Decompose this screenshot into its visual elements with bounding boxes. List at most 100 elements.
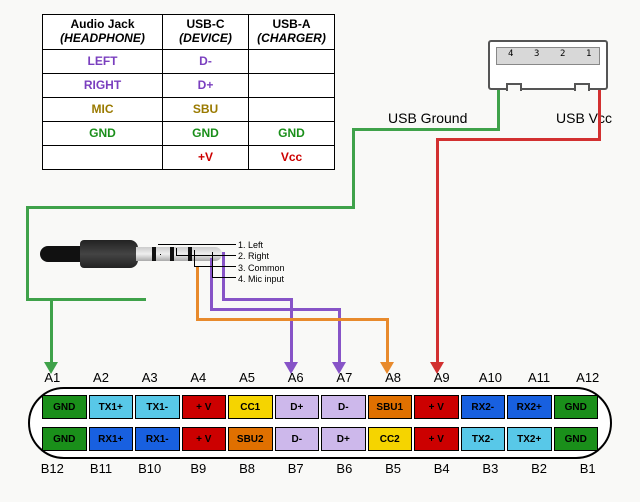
wire-vcc bbox=[436, 138, 439, 362]
wire-mic bbox=[196, 266, 199, 320]
usb-c-pin-label: A3 bbox=[125, 370, 174, 385]
usb-c-pin: SBU2 bbox=[228, 427, 273, 451]
wire-mic bbox=[196, 318, 388, 321]
jack-leader bbox=[194, 266, 236, 267]
usb-c-pin: TX2- bbox=[461, 427, 506, 451]
usb-c-pin-label: B6 bbox=[320, 461, 369, 476]
jack-boot bbox=[80, 240, 138, 268]
usb-c-pin: CC1 bbox=[228, 395, 273, 419]
usb-c-pin: D+ bbox=[321, 427, 366, 451]
table-cell: GND bbox=[43, 121, 163, 145]
usb-a-notch bbox=[506, 83, 522, 91]
wire-right bbox=[210, 308, 340, 311]
table-cell: +V bbox=[163, 145, 249, 169]
jack-legend: 1. Left 2. Right 3. Common 4. Mic input bbox=[238, 240, 285, 285]
usb-c-pin-label: B2 bbox=[515, 461, 564, 476]
table-cell: SBU bbox=[163, 97, 249, 121]
usb-c-labels-bottom: B12B11B10B9B8B7B6B5B4B3B2B1 bbox=[28, 461, 612, 476]
usb-c-pin: + V bbox=[182, 427, 227, 451]
jack-tip bbox=[206, 247, 222, 261]
jack-ring bbox=[170, 247, 174, 261]
usb-c-connector: A1A2A3A4A5A6A7A8A9A10A11A12 GNDTX1+TX1-+… bbox=[28, 370, 612, 476]
usb-a-notch bbox=[574, 83, 590, 91]
wire-gnd bbox=[352, 128, 355, 208]
usb-c-pin: TX1+ bbox=[89, 395, 134, 419]
usb-c-pin-label: A6 bbox=[271, 370, 320, 385]
signal-mapping-table: Audio Jack (HEADPHONE) USB-C (DEVICE) US… bbox=[42, 14, 335, 170]
jack-ring bbox=[188, 247, 192, 261]
usb-c-pin: D- bbox=[275, 427, 320, 451]
usb-c-pin-label: A1 bbox=[28, 370, 77, 385]
table-cell: RIGHT bbox=[43, 73, 163, 97]
table-row: +VVcc bbox=[43, 145, 335, 169]
usb-c-pin-label: B12 bbox=[28, 461, 77, 476]
table-cell: D+ bbox=[163, 73, 249, 97]
usb-c-pin: CC2 bbox=[368, 427, 413, 451]
jack-leader bbox=[212, 277, 236, 278]
jack-legend-item: 2. Right bbox=[238, 251, 285, 262]
usb-c-pin: + V bbox=[414, 395, 459, 419]
usb-ground-label: USB Ground bbox=[388, 110, 467, 126]
usb-c-pin-label: B11 bbox=[77, 461, 126, 476]
usb-c-shell: GNDTX1+TX1-+ VCC1D+D-SBU1+ VRX2-RX2+GND … bbox=[28, 387, 612, 459]
usb-c-pin-label: B5 bbox=[369, 461, 418, 476]
usb-a-pin-3: 3 bbox=[534, 49, 539, 59]
usb-c-pin-label: A10 bbox=[466, 370, 515, 385]
usb-c-pin-label: B3 bbox=[466, 461, 515, 476]
usb-c-pin-label: A9 bbox=[417, 370, 466, 385]
trrs-audio-jack bbox=[40, 232, 230, 276]
th-usb-c: USB-C (DEVICE) bbox=[163, 15, 249, 50]
usb-c-pin-label: A2 bbox=[77, 370, 126, 385]
usb-c-pin: TX1- bbox=[135, 395, 180, 419]
table-cell: D- bbox=[163, 49, 249, 73]
usb-c-pin-label: A8 bbox=[369, 370, 418, 385]
th-usb-a: USB-A (CHARGER) bbox=[249, 15, 335, 50]
wire-left bbox=[222, 298, 292, 301]
usb-c-labels-top: A1A2A3A4A5A6A7A8A9A10A11A12 bbox=[28, 370, 612, 385]
table-cell bbox=[249, 73, 335, 97]
table-row: RIGHTD+ bbox=[43, 73, 335, 97]
usb-a-port: 4 3 2 1 bbox=[488, 40, 608, 90]
usb-c-pin-label: B8 bbox=[223, 461, 272, 476]
jack-leader bbox=[158, 244, 236, 245]
wire-gnd bbox=[352, 128, 500, 131]
usb-c-pin: GND bbox=[42, 395, 87, 419]
jack-leader bbox=[212, 252, 213, 278]
wire-gnd bbox=[26, 298, 146, 301]
usb-c-pin: D+ bbox=[275, 395, 320, 419]
usb-c-pin-label: B7 bbox=[271, 461, 320, 476]
jack-cable bbox=[40, 246, 84, 262]
usb-c-pin: GND bbox=[554, 395, 599, 419]
usb-c-row-b: GNDRX1+RX1-+ VSBU2D-D+CC2+ VTX2-TX2+GND bbox=[42, 427, 598, 451]
jack-leader bbox=[194, 250, 195, 267]
leader bbox=[160, 254, 161, 255]
wire-gnd bbox=[50, 298, 53, 362]
usb-c-pin-label: B4 bbox=[417, 461, 466, 476]
usb-c-pin: RX2+ bbox=[507, 395, 552, 419]
usb-c-pin-label: A12 bbox=[563, 370, 612, 385]
wire-right bbox=[338, 308, 341, 362]
jack-legend-item: 3. Common bbox=[238, 263, 285, 274]
usb-c-pin-label: A7 bbox=[320, 370, 369, 385]
usb-c-pin-label: A5 bbox=[223, 370, 272, 385]
usb-vcc-label: USB Vcc bbox=[556, 110, 612, 126]
usb-c-pin: RX1+ bbox=[89, 427, 134, 451]
usb-c-pin: + V bbox=[414, 427, 459, 451]
usb-a-pin-2: 2 bbox=[560, 49, 565, 59]
usb-a-pin-1: 1 bbox=[586, 49, 591, 59]
jack-legend-item: 4. Mic input bbox=[238, 274, 285, 285]
table-row: GNDGNDGND bbox=[43, 121, 335, 145]
usb-c-row-a: GNDTX1+TX1-+ VCC1D+D-SBU1+ VRX2-RX2+GND bbox=[42, 395, 598, 419]
usb-c-pin: GND bbox=[42, 427, 87, 451]
usb-c-pin-label: B10 bbox=[125, 461, 174, 476]
jack-legend-item: 1. Left bbox=[238, 240, 285, 251]
wire-vcc bbox=[598, 90, 601, 140]
jack-ring bbox=[152, 247, 156, 261]
wire-mic bbox=[386, 318, 389, 362]
table-cell: LEFT bbox=[43, 49, 163, 73]
wire-gnd bbox=[26, 206, 29, 300]
usb-c-pin-label: A4 bbox=[174, 370, 223, 385]
usb-c-pin: TX2+ bbox=[507, 427, 552, 451]
table-cell: Vcc bbox=[249, 145, 335, 169]
usb-c-pin: SBU1 bbox=[368, 395, 413, 419]
